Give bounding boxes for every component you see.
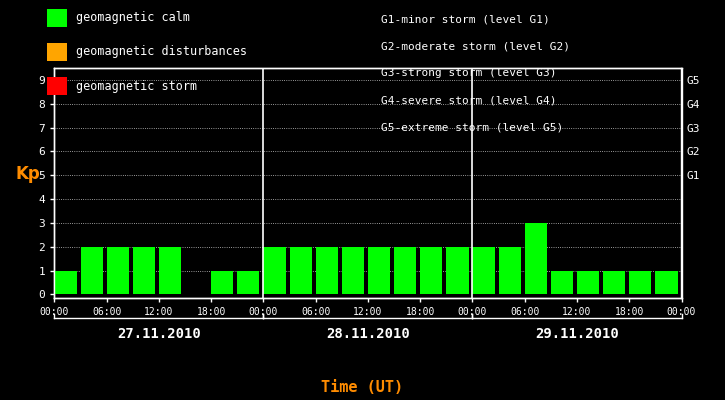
Bar bbox=[133, 247, 155, 294]
Bar bbox=[551, 270, 573, 294]
Bar bbox=[237, 270, 260, 294]
Text: G2-moderate storm (level G2): G2-moderate storm (level G2) bbox=[381, 41, 570, 51]
Y-axis label: Kp: Kp bbox=[15, 165, 40, 183]
Text: geomagnetic calm: geomagnetic calm bbox=[76, 12, 190, 24]
Bar bbox=[525, 223, 547, 294]
Bar bbox=[368, 247, 390, 294]
Text: 27.11.2010: 27.11.2010 bbox=[117, 327, 201, 341]
Bar bbox=[54, 270, 77, 294]
Text: G1-minor storm (level G1): G1-minor storm (level G1) bbox=[381, 14, 550, 24]
Bar bbox=[211, 270, 233, 294]
Text: Time (UT): Time (UT) bbox=[321, 380, 404, 395]
Bar bbox=[473, 247, 494, 294]
Bar bbox=[315, 247, 338, 294]
Text: G5-extreme storm (level G5): G5-extreme storm (level G5) bbox=[381, 123, 563, 133]
Text: 29.11.2010: 29.11.2010 bbox=[535, 327, 619, 341]
Text: G3-strong storm (level G3): G3-strong storm (level G3) bbox=[381, 68, 556, 78]
Text: G4-severe storm (level G4): G4-severe storm (level G4) bbox=[381, 96, 556, 106]
Bar bbox=[655, 270, 678, 294]
Bar bbox=[499, 247, 521, 294]
Bar bbox=[263, 247, 286, 294]
Text: geomagnetic storm: geomagnetic storm bbox=[76, 80, 197, 92]
Bar bbox=[107, 247, 129, 294]
Bar bbox=[603, 270, 626, 294]
Bar bbox=[289, 247, 312, 294]
Bar bbox=[80, 247, 103, 294]
Bar bbox=[159, 247, 181, 294]
Bar bbox=[447, 247, 468, 294]
Text: geomagnetic disturbances: geomagnetic disturbances bbox=[76, 46, 247, 58]
Text: 28.11.2010: 28.11.2010 bbox=[326, 327, 410, 341]
Bar bbox=[420, 247, 442, 294]
Bar bbox=[394, 247, 416, 294]
Bar bbox=[577, 270, 599, 294]
Bar bbox=[341, 247, 364, 294]
Bar bbox=[629, 270, 652, 294]
